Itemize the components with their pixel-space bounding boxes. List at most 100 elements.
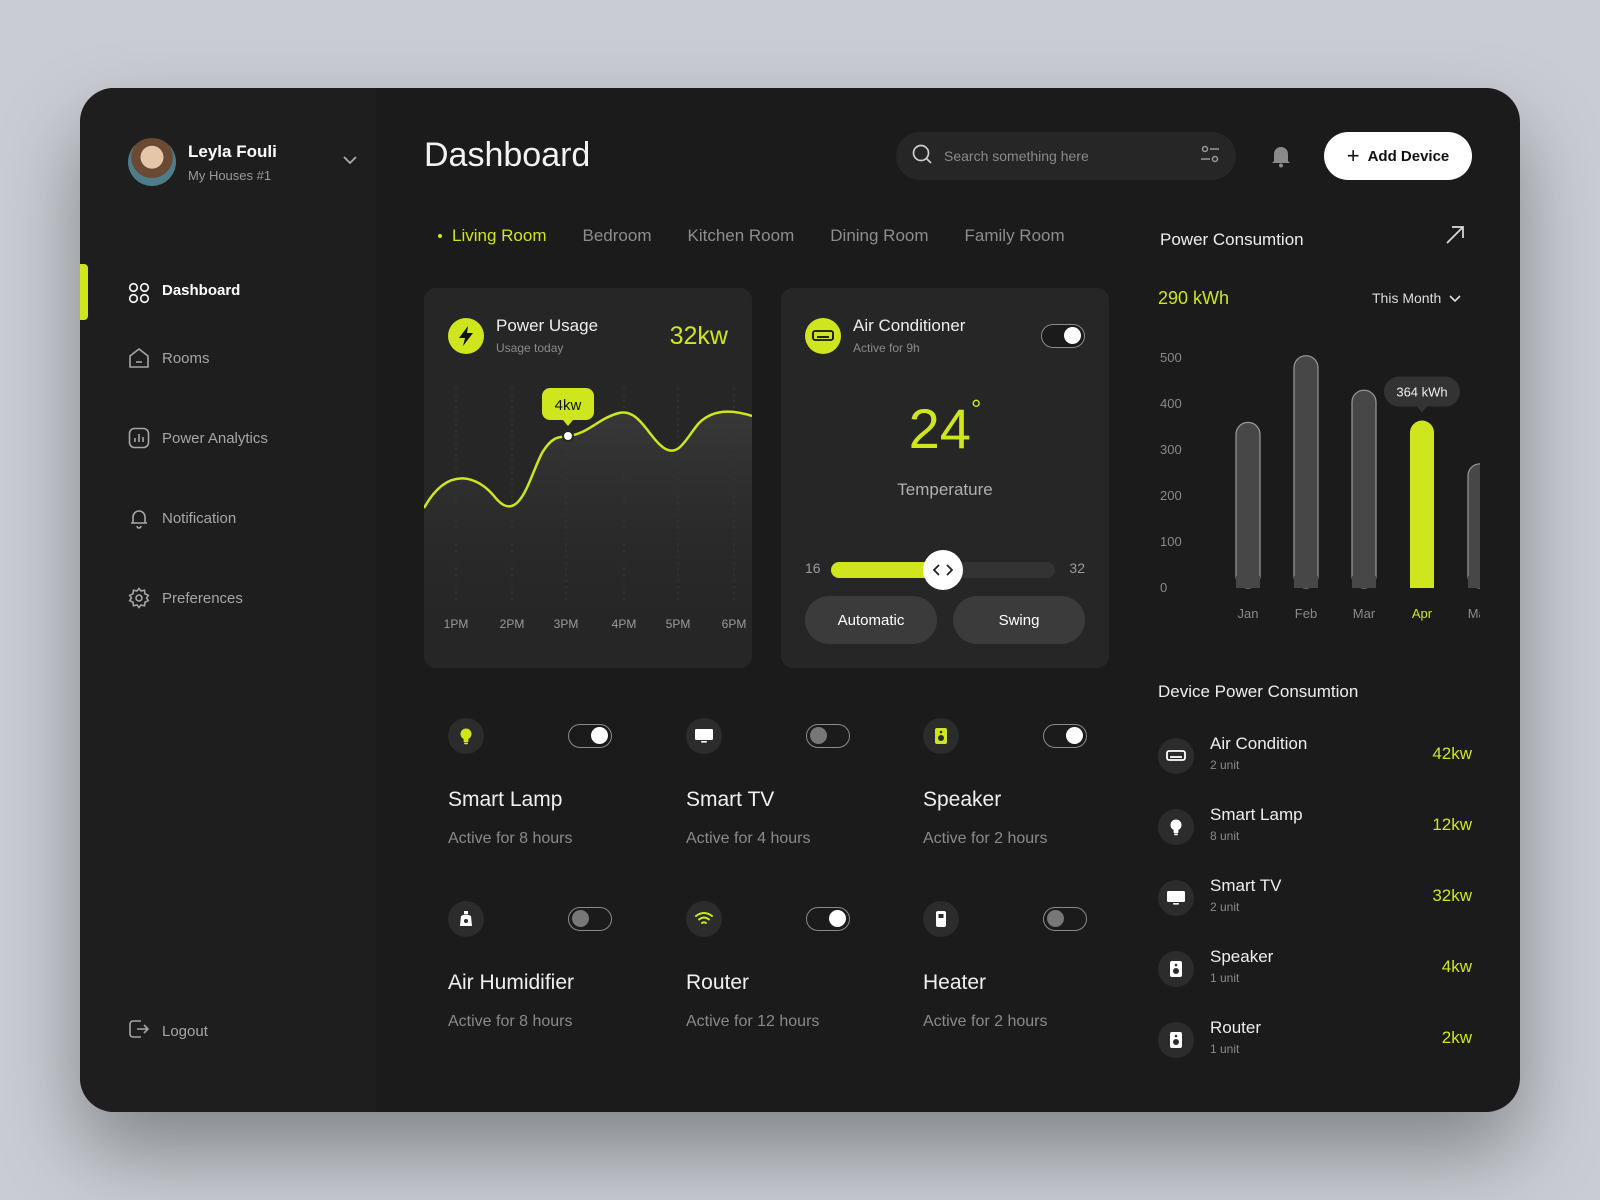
device-power-item[interactable]: Air Condition 2 unit 42kw: [1158, 734, 1472, 790]
ac-subtitle: Active for 9h: [853, 341, 920, 355]
bar-may[interactable]: [1467, 463, 1480, 589]
notification-bell-icon[interactable]: [1270, 144, 1292, 173]
logout-label: Logout: [162, 1022, 208, 1040]
router-toggle[interactable]: [806, 907, 850, 931]
sidebar-item-label: Power Analytics: [162, 429, 268, 447]
bar-mar[interactable]: [1351, 389, 1377, 589]
smart-tv-toggle[interactable]: [806, 724, 850, 748]
bar-tooltip-arrow: [1417, 406, 1427, 413]
temperature-slider-thumb[interactable]: [923, 550, 963, 590]
y-tick-label: 400: [1160, 396, 1182, 411]
bar-apr[interactable]: [1410, 420, 1434, 588]
device-name: Heater: [923, 971, 987, 994]
search-bar[interactable]: [896, 132, 1236, 180]
bar-jan[interactable]: [1235, 421, 1261, 589]
air-humidifier-toggle[interactable]: [568, 907, 612, 931]
device-power-value: 2kw: [1441, 1028, 1472, 1047]
power-usage-subtitle: Usage today: [496, 341, 564, 355]
tv-icon: [686, 718, 722, 754]
swing-button[interactable]: Swing: [953, 596, 1085, 644]
chevron-down-icon[interactable]: [342, 152, 358, 170]
device-power-name: Air Condition: [1210, 734, 1308, 753]
speaker-icon: [1158, 951, 1194, 987]
device-name: Air Humidifier: [448, 971, 575, 994]
ac-icon: [805, 317, 841, 354]
x-tick-label: May: [1468, 606, 1480, 621]
heater-toggle[interactable]: [1043, 907, 1087, 931]
tab-dining-room[interactable]: Dining Room: [830, 226, 929, 245]
device-name: Smart Lamp: [448, 788, 563, 811]
tab-bedroom[interactable]: Bedroom: [582, 226, 652, 245]
device-status: Active for 8 hours: [448, 830, 573, 847]
y-tick-label: 300: [1160, 442, 1182, 457]
lamp-icon: [448, 718, 484, 754]
device-name: Smart TV: [686, 788, 775, 811]
sidebar-item-power-analytics[interactable]: Power Analytics: [80, 398, 376, 478]
sidebar-item-preferences[interactable]: Preferences: [80, 558, 376, 638]
expand-arrow-icon[interactable]: [1444, 224, 1466, 251]
bar-base: [1352, 576, 1376, 588]
smart-lamp-toggle[interactable]: [568, 724, 612, 748]
app-window: Leyla Fouli My Houses #1 Dashboard Rooms: [80, 88, 1520, 1112]
period-dropdown[interactable]: This Month: [1372, 290, 1461, 306]
tab-kitchen-room[interactable]: Kitchen Room: [687, 226, 795, 245]
device-power-item[interactable]: Smart TV 2 unit 32kw: [1158, 876, 1472, 932]
temperature-value: 24°: [908, 394, 982, 460]
device-power-units: 1 unit: [1210, 971, 1240, 985]
bar-base: [1410, 576, 1434, 588]
time-label: 6PM: [722, 617, 747, 631]
time-label: 1PM: [444, 617, 469, 631]
x-tick-label: Mar: [1353, 606, 1376, 621]
power-usage-title: Power Usage: [496, 316, 599, 335]
device-status: Active for 2 hours: [923, 830, 1048, 847]
device-card-smart-tv: Smart TV Active for 4 hours: [686, 718, 850, 858]
slider-max-label: 32: [1069, 560, 1085, 576]
chevron-down-icon: [1449, 290, 1461, 306]
ac-power-toggle[interactable]: [1041, 324, 1085, 348]
house-name: My Houses #1: [188, 167, 272, 183]
y-tick-label: 500: [1160, 350, 1182, 365]
bell-icon: [128, 507, 150, 529]
tab-family-room[interactable]: Family Room: [964, 226, 1065, 245]
lamp-icon: [1158, 809, 1194, 845]
power-usage-card: Power Usage Usage today 32kw: [424, 288, 752, 668]
device-power-value: 4kw: [1441, 957, 1472, 976]
device-power-item[interactable]: Speaker 1 unit 4kw: [1158, 947, 1472, 1003]
sidebar-item-dashboard[interactable]: Dashboard: [80, 238, 376, 320]
device-power-value: 42kw: [1432, 744, 1472, 763]
temperature-slider-fill: [831, 562, 943, 578]
profile-switcher[interactable]: Leyla Fouli My Houses #1: [128, 138, 358, 186]
add-device-button[interactable]: + Add Device: [1324, 132, 1472, 180]
tv-icon: [1158, 880, 1194, 916]
device-power-units: 8 unit: [1210, 829, 1240, 843]
home-icon: [128, 347, 150, 369]
analytics-icon: [128, 427, 150, 449]
period-label: This Month: [1372, 290, 1442, 306]
time-label: 5PM: [666, 617, 691, 631]
logout-button[interactable]: Logout: [128, 1018, 208, 1044]
add-device-label: Add Device: [1367, 147, 1450, 165]
bar-tooltip-label: 364 kWh: [1396, 385, 1447, 400]
device-power-name: Router: [1210, 1018, 1262, 1037]
speaker-toggle[interactable]: [1043, 724, 1087, 748]
sidebar-item-notification[interactable]: Notification: [80, 478, 376, 558]
device-power-item[interactable]: Smart Lamp 8 unit 12kw: [1158, 805, 1472, 861]
humidifier-icon: [448, 901, 484, 937]
tab-living-room[interactable]: Living Room: [438, 226, 547, 246]
wifi-icon: [686, 901, 722, 937]
device-power-value: 12kw: [1432, 815, 1472, 834]
x-tick-label: Feb: [1295, 606, 1317, 621]
device-card-air-humidifier: Air Humidifier Active for 8 hours: [448, 901, 612, 1041]
device-name: Speaker: [923, 788, 1002, 811]
device-card-smart-lamp: Smart Lamp Active for 8 hours: [448, 718, 612, 858]
device-power-units: 2 unit: [1210, 758, 1240, 772]
search-input[interactable]: [944, 148, 1174, 164]
device-power-units: 2 unit: [1210, 900, 1240, 914]
ac-icon: [1158, 738, 1194, 774]
automatic-button[interactable]: Automatic: [805, 596, 937, 644]
sidebar-item-rooms[interactable]: Rooms: [80, 318, 376, 398]
device-power-item[interactable]: Router 1 unit 2kw: [1158, 1018, 1472, 1074]
heater-icon: [923, 901, 959, 937]
filter-icon[interactable]: [1200, 144, 1220, 169]
bar-feb[interactable]: [1293, 355, 1319, 589]
